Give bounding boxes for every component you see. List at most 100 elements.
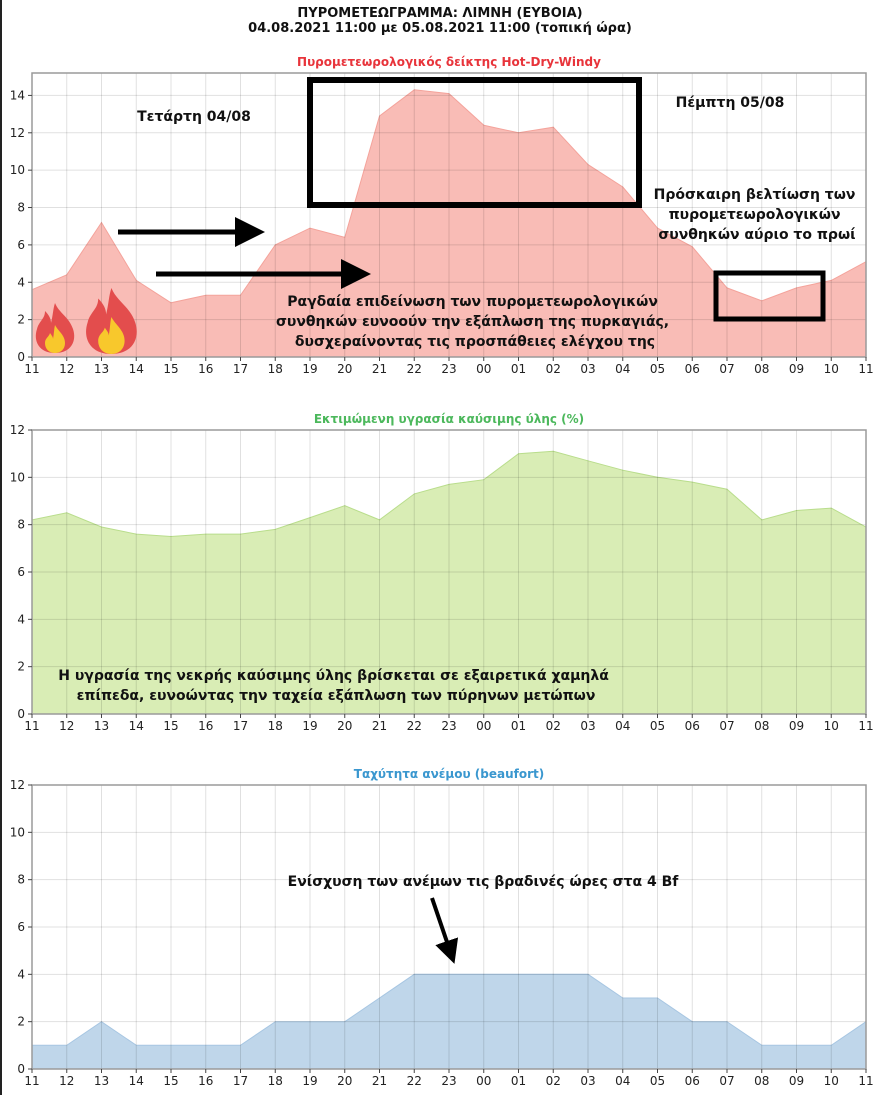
x-tick-label: 16 xyxy=(198,719,213,733)
x-tick-label: 04 xyxy=(615,1074,630,1088)
x-tick-label: 15 xyxy=(163,362,178,376)
y-tick-label: 2 xyxy=(17,1015,25,1029)
fuel-moisture-annotation: Η υγρασία της νεκρής καύσιμης ύλης βρίσκ… xyxy=(58,668,614,704)
x-tick-label: 01 xyxy=(511,1074,526,1088)
x-tick-label: 13 xyxy=(94,719,109,733)
y-tick-label: 12 xyxy=(10,778,25,792)
y-tick-label: 0 xyxy=(17,1062,25,1076)
x-tick-label: 15 xyxy=(163,719,178,733)
y-tick-label: 14 xyxy=(10,88,25,102)
x-tick-label: 04 xyxy=(615,362,630,376)
x-tick-label: 21 xyxy=(372,719,387,733)
x-tick-label: 22 xyxy=(407,1074,422,1088)
y-tick-label: 10 xyxy=(10,470,25,484)
x-tick-label: 13 xyxy=(94,362,109,376)
x-tick-label: 21 xyxy=(372,362,387,376)
x-tick-label: 10 xyxy=(824,719,839,733)
x-tick-label: 16 xyxy=(198,362,213,376)
x-tick-label: 08 xyxy=(754,1074,769,1088)
x-tick-label: 20 xyxy=(337,719,352,733)
x-tick-label: 17 xyxy=(233,1074,248,1088)
figure-title: ΠΥΡΟΜΕΤΕΩΓΡΑΜΜΑ: ΛΙΜΝΗ (ΕΥΒΟΙΑ) xyxy=(297,6,583,21)
x-tick-label: 22 xyxy=(407,362,422,376)
x-tick-label: 00 xyxy=(476,719,491,733)
y-tick-label: 8 xyxy=(17,518,25,532)
y-tick-label: 10 xyxy=(10,825,25,839)
day-label-wednesday: Τετάρτη 04/08 xyxy=(137,109,251,125)
x-tick-label: 02 xyxy=(546,1074,561,1088)
x-tick-label: 11 xyxy=(858,1074,873,1088)
chart-title: Εκτιμώμενη υγρασία καύσιμης ύλης (%) xyxy=(314,412,584,426)
x-tick-label: 07 xyxy=(719,362,734,376)
x-tick-label: 10 xyxy=(824,1074,839,1088)
y-tick-label: 2 xyxy=(17,660,25,674)
x-tick-label: 21 xyxy=(372,1074,387,1088)
wind-annotations: Ενίσχυση των ανέμων τις βραδινές ώρες στ… xyxy=(288,874,679,964)
x-tick-label: 13 xyxy=(94,1074,109,1088)
x-tick-label: 18 xyxy=(268,1074,283,1088)
x-tick-label: 01 xyxy=(511,719,526,733)
y-tick-label: 6 xyxy=(17,565,25,579)
image-border xyxy=(0,0,2,1095)
grid xyxy=(31,784,867,1070)
x-tick-label: 12 xyxy=(59,719,74,733)
x-tick-label: 10 xyxy=(824,362,839,376)
x-tick-label: 12 xyxy=(59,1074,74,1088)
x-tick-label: 19 xyxy=(302,362,317,376)
x-tick-label: 11 xyxy=(24,362,39,376)
x-tick-label: 02 xyxy=(546,719,561,733)
improvement-highlight-box xyxy=(713,270,826,322)
y-tick-label: 6 xyxy=(17,238,25,252)
chart-title: Πυρομετεωρολογικός δείκτης Hot-Dry-Windy xyxy=(297,55,601,69)
improvement-annotation: Πρόσκαιρη βελτίωση των πυρομετεωρολογικώ… xyxy=(654,187,861,243)
x-tick-label: 08 xyxy=(754,362,769,376)
x-tick-label: 11 xyxy=(858,362,873,376)
y-tick-label: 12 xyxy=(10,126,25,140)
x-tick-label: 16 xyxy=(198,1074,213,1088)
x-tick-label: 04 xyxy=(615,719,630,733)
hdw-annotations: Τετάρτη 04/08 Πέμπτη 05/08 Ραγδαία επιδε… xyxy=(35,77,861,354)
y-tick-label: 2 xyxy=(17,313,25,327)
fire-icon xyxy=(86,288,137,354)
x-tick-label: 11 xyxy=(24,1074,39,1088)
x-tick-label: 03 xyxy=(580,1074,595,1088)
hdw-index-chart: Πυρομετεωρολογικός δείκτης Hot-Dry-Windy… xyxy=(10,55,874,376)
fire-icon xyxy=(35,303,75,353)
x-tick-label: 05 xyxy=(650,362,665,376)
x-tick-label: 17 xyxy=(233,719,248,733)
x-tick-label: 18 xyxy=(268,362,283,376)
y-tick-label: 0 xyxy=(17,707,25,721)
grid xyxy=(31,429,867,715)
x-tick-label: 06 xyxy=(685,362,700,376)
x-tick-label: 19 xyxy=(302,719,317,733)
x-tick-label: 09 xyxy=(789,362,804,376)
x-tick-label: 07 xyxy=(719,719,734,733)
x-tick-label: 20 xyxy=(337,1074,352,1088)
x-tick-label: 09 xyxy=(789,719,804,733)
x-tick-label: 00 xyxy=(476,362,491,376)
area-series xyxy=(31,450,867,715)
x-tick-label: 11 xyxy=(858,719,873,733)
x-tick-label: 23 xyxy=(441,362,456,376)
area-series xyxy=(31,973,867,1070)
x-tick-label: 05 xyxy=(650,1074,665,1088)
grid xyxy=(31,73,867,358)
x-tick-label: 05 xyxy=(650,719,665,733)
y-tick-label: 8 xyxy=(17,201,25,215)
arrow-down-icon xyxy=(430,897,459,964)
x-tick-label: 08 xyxy=(754,719,769,733)
y-tick-label: 0 xyxy=(17,350,25,364)
x-tick-label: 06 xyxy=(685,719,700,733)
chart-title: Ταχύτητα ανέμου (beaufort) xyxy=(354,767,544,781)
x-tick-label: 01 xyxy=(511,362,526,376)
day-label-thursday: Πέμπτη 05/08 xyxy=(676,95,785,111)
x-tick-label: 02 xyxy=(546,362,561,376)
x-tick-label: 09 xyxy=(789,1074,804,1088)
y-tick-label: 12 xyxy=(10,423,25,437)
y-tick-label: 6 xyxy=(17,920,25,934)
y-tick-label: 10 xyxy=(10,163,25,177)
worsening-annotation: Ραγδαία επιδείνωση των πυρομετεωρολογικώ… xyxy=(276,294,674,350)
x-tick-label: 18 xyxy=(268,719,283,733)
